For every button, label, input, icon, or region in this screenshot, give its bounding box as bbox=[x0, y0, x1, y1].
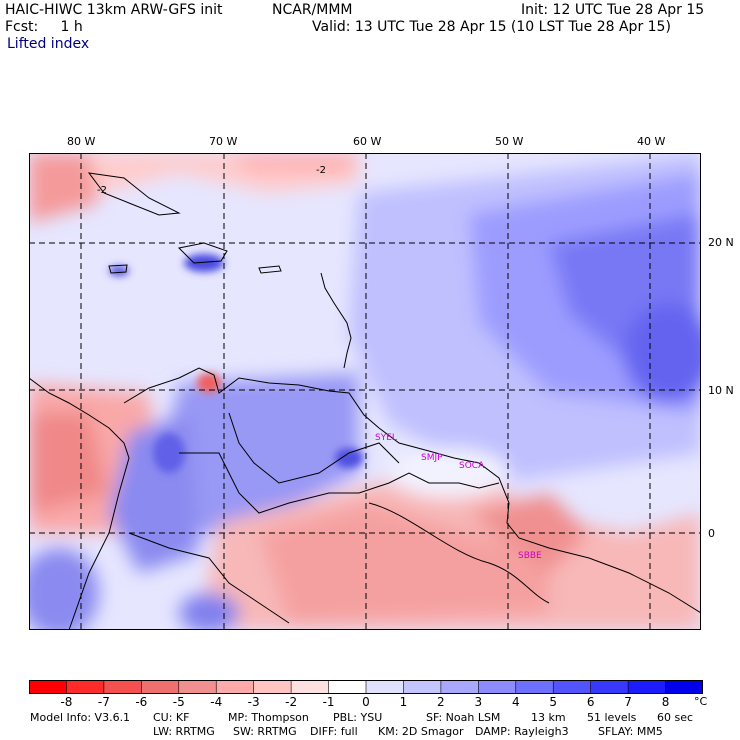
colorbar-unit: °C bbox=[694, 695, 708, 708]
shortwave-scheme: SW: RRTMG bbox=[233, 725, 297, 738]
colorbar-swatch bbox=[29, 680, 68, 694]
colorbar-tick-label: 1 bbox=[399, 695, 408, 709]
lon-label-40w: 40 W bbox=[637, 135, 666, 148]
longwave-scheme: LW: RRTMG bbox=[153, 725, 215, 738]
colorbar-swatch bbox=[627, 680, 667, 694]
colorbar-tick-label: -7 bbox=[97, 695, 110, 709]
colorbar-tick-label: 7 bbox=[624, 695, 632, 709]
colorbar-swatch bbox=[253, 680, 292, 694]
contour-label-2: -2 bbox=[316, 165, 326, 176]
coast-colombia-venezuela bbox=[123, 367, 380, 429]
colorbar-swatch bbox=[66, 680, 105, 694]
coast-jamaica bbox=[108, 264, 128, 274]
lon-label-80w: 80 W bbox=[67, 135, 96, 148]
red-region-nw-strip bbox=[229, 153, 359, 173]
forecast-hour: Fcst: 1 h bbox=[5, 19, 83, 35]
colorbar-tick-label: 5 bbox=[549, 695, 558, 709]
colorbar-tick-label: 6 bbox=[586, 695, 595, 709]
colorbar-tick-label: 4 bbox=[511, 695, 520, 709]
station-label-sbbe: SBBE bbox=[518, 551, 542, 561]
surface-layer: SFLAY: MM5 bbox=[598, 725, 663, 738]
coast-guianas bbox=[378, 427, 701, 614]
lat-label-20n: 20 N bbox=[708, 236, 734, 249]
colorbar-swatch bbox=[215, 680, 255, 694]
damping-option: DAMP: Rayleigh3 bbox=[475, 725, 569, 738]
lon-label-70w: 70 W bbox=[209, 135, 238, 148]
coast-lesser-antilles bbox=[320, 272, 352, 369]
colorbar-tick-labels: -8 -7 -6 -5 -4 -3 -2 -1 0 1 2 3 4 5 6 7 8 bbox=[29, 695, 703, 709]
surface-scheme: SF: Noah LSM bbox=[426, 711, 501, 724]
colorbar-tick-label: -6 bbox=[135, 695, 148, 709]
coast-central-america bbox=[29, 377, 130, 630]
contour-amazon bbox=[368, 502, 550, 604]
blue-region-venezuela bbox=[149, 373, 359, 533]
border-interior bbox=[228, 412, 400, 484]
coastlines bbox=[29, 172, 701, 630]
red-region-pacific-strong bbox=[29, 413, 109, 513]
colorbar-tick-label: -2 bbox=[285, 695, 298, 709]
lat-label-0: 0 bbox=[708, 527, 715, 540]
cumulus-scheme: CU: KF bbox=[153, 711, 190, 724]
lon-label-50w: 50 W bbox=[495, 135, 524, 148]
colorbar-swatch bbox=[590, 680, 629, 694]
model-info: Model Info: V3.6.1 CU: KF MP: Thompson P… bbox=[0, 711, 740, 739]
neutral-region-guianas bbox=[389, 448, 509, 498]
valid-time: Valid: 13 UTC Tue 28 Apr 15 (10 LST Tue … bbox=[312, 19, 671, 35]
colorbar-tick-label: 3 bbox=[474, 695, 483, 709]
model-version: Model Info: V3.6.1 bbox=[30, 711, 131, 724]
colorbar-swatch bbox=[515, 680, 555, 694]
lifted-index-map: -2 -2 SYEL SMJP SOCA SBBE bbox=[29, 153, 701, 630]
grid-spacing: 13 km bbox=[531, 711, 566, 724]
colorbar-tick-label: 0 bbox=[362, 695, 370, 709]
colorbar-tick-label: -4 bbox=[210, 695, 223, 709]
lon-label-60w: 60 W bbox=[353, 135, 382, 148]
colorbar-swatch bbox=[552, 680, 592, 694]
colorbar-tick-label: -3 bbox=[247, 695, 260, 709]
border-countries bbox=[179, 452, 500, 514]
colorbar-tick-label: 2 bbox=[437, 695, 445, 709]
contour-label-1: -2 bbox=[97, 185, 107, 196]
colorbar-swatch bbox=[440, 680, 480, 694]
init-time: Init: 12 UTC Tue 28 Apr 15 bbox=[521, 2, 705, 18]
colorbar-swatch bbox=[290, 680, 330, 694]
station-label-syel: SYEL bbox=[375, 433, 397, 443]
map-frame bbox=[29, 153, 701, 630]
colorbar-swatch bbox=[478, 680, 517, 694]
lat-label-10n: 10 N bbox=[708, 384, 734, 397]
station-label-soca: SOCA bbox=[459, 461, 485, 471]
pbl-scheme: PBL: YSU bbox=[333, 711, 383, 724]
colorbar-tick-label: -5 bbox=[172, 695, 185, 709]
colorbar-tick-label: -8 bbox=[60, 695, 73, 709]
blue-spot-colombia bbox=[153, 433, 185, 473]
colorbar-swatch bbox=[365, 680, 405, 694]
coast-hispaniola bbox=[177, 242, 228, 264]
blue-region-east bbox=[624, 303, 701, 403]
microphysics-scheme: MP: Thompson bbox=[228, 711, 309, 724]
colorbar-swatch bbox=[178, 680, 218, 694]
colorbar bbox=[29, 680, 703, 694]
border-south bbox=[128, 532, 290, 624]
coast-puerto-rico bbox=[258, 265, 282, 274]
eddy-coefficient: KM: 2D Smagor bbox=[378, 725, 464, 738]
lat-lon-grid bbox=[29, 153, 701, 630]
blue-spot-orinoco bbox=[335, 448, 363, 468]
colorbar-swatch bbox=[665, 680, 703, 694]
field-name: Lifted index bbox=[7, 36, 90, 52]
model-title: HAIC-HIWC 13km ARW-GFS init bbox=[5, 2, 223, 18]
station-label-smjp: SMJP bbox=[421, 453, 443, 463]
coast-cuba bbox=[87, 172, 181, 216]
blue-spot-hispaniola bbox=[184, 254, 224, 272]
colorbar-swatch bbox=[103, 680, 143, 694]
org-label: NCAR/MMM bbox=[272, 2, 353, 18]
vertical-levels: 51 levels bbox=[587, 711, 637, 724]
diffusion-option: DIFF: full bbox=[310, 725, 358, 738]
colorbar-tick-label: -1 bbox=[322, 695, 335, 709]
colorbar-swatch bbox=[403, 680, 442, 694]
blue-region-south bbox=[179, 593, 239, 630]
colorbar-tick-label: 8 bbox=[661, 695, 670, 709]
time-step: 60 sec bbox=[657, 711, 694, 724]
blue-spot-jamaica bbox=[109, 266, 129, 276]
colorbar-swatch bbox=[328, 680, 367, 694]
colorbar-swatch bbox=[141, 680, 180, 694]
